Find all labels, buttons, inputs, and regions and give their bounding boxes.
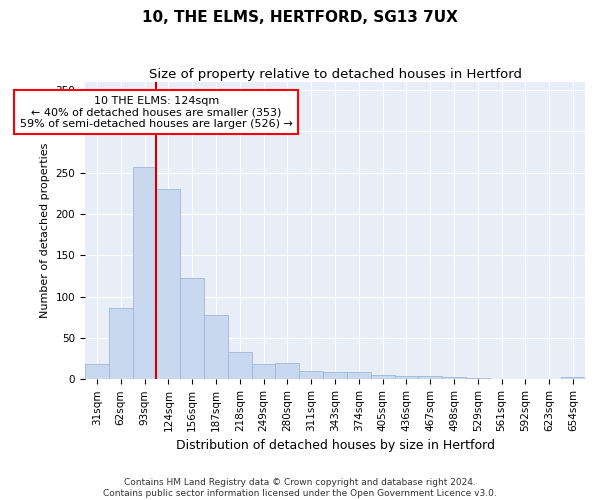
Bar	[85, 364, 109, 380]
Bar	[442, 377, 466, 380]
Bar	[323, 372, 347, 380]
Bar	[109, 308, 133, 380]
Text: 10 THE ELMS: 124sqm
← 40% of detached houses are smaller (353)
59% of semi-detac: 10 THE ELMS: 124sqm ← 40% of detached ho…	[20, 96, 293, 129]
Y-axis label: Number of detached properties: Number of detached properties	[40, 143, 50, 318]
Bar	[133, 167, 157, 380]
Text: 10, THE ELMS, HERTFORD, SG13 7UX: 10, THE ELMS, HERTFORD, SG13 7UX	[142, 10, 458, 25]
Bar	[561, 377, 585, 380]
Bar	[347, 372, 371, 380]
X-axis label: Distribution of detached houses by size in Hertford: Distribution of detached houses by size …	[176, 440, 494, 452]
Bar	[180, 278, 204, 380]
Text: Contains HM Land Registry data © Crown copyright and database right 2024.
Contai: Contains HM Land Registry data © Crown c…	[103, 478, 497, 498]
Bar	[418, 376, 442, 380]
Bar	[204, 315, 228, 380]
Bar	[228, 352, 251, 380]
Bar	[299, 371, 323, 380]
Bar	[157, 189, 180, 380]
Bar	[395, 376, 418, 380]
Bar	[251, 364, 275, 380]
Bar	[466, 378, 490, 380]
Bar	[275, 363, 299, 380]
Bar	[371, 375, 395, 380]
Title: Size of property relative to detached houses in Hertford: Size of property relative to detached ho…	[149, 68, 521, 80]
